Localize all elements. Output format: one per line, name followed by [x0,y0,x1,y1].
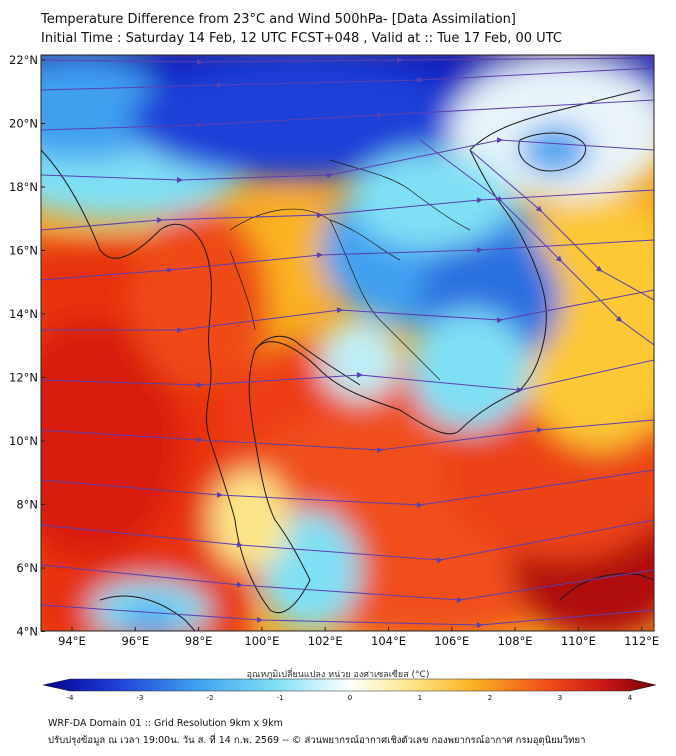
lon-label: 112°E [624,634,659,648]
streamline [41,419,654,454]
colorbar-bar [42,678,657,692]
streamline [469,149,654,301]
lon-label: 108°E [498,634,533,648]
footer-update-info: ปรับปรุงข้อมูล ณ เวลา 19:00น. วัน ส. ที่… [48,735,586,746]
lon-label: 104°E [371,634,406,648]
colorbar-tick-label: -2 [207,694,214,702]
lat-label: 8°N [16,498,38,512]
lon-label: 102°E [308,634,343,648]
streamline [41,519,654,564]
map-title-line2: Initial Time : Saturday 14 Feb, 12 UTC F… [41,31,562,46]
lon-label: 94°E [58,634,86,648]
lat-label: 20°N [9,117,38,131]
wind-streamlines [41,57,654,629]
colorbar-title: อุณหภูมิเปลี่ยนแปลง หน่วย องศาเซลเซียส (… [246,670,430,680]
streamline [41,137,654,183]
lat-label: 6°N [16,561,38,575]
lat-label: 12°N [9,371,38,385]
lat-label: 10°N [9,434,38,448]
colorbar-tick-label: 3 [558,694,562,702]
colorbar-tick-label: -3 [137,694,144,702]
island-coast [518,132,587,172]
colorbar-tick-label: 1 [418,694,422,702]
latitude-axis: 22°N 20°N 18°N 16°N 14°N 12°N 10°N 8°N 6°N 4°N [9,53,45,639]
lat-label: 16°N [9,244,38,258]
colorbar-tick-label: -4 [67,694,75,702]
lat-label: 22°N [9,53,38,67]
colorbar-ticks: -4 -3 -2 -1 0 1 2 3 4 [67,694,633,702]
map-frame [40,54,655,632]
streamline [41,359,654,394]
lat-label: 4°N [16,625,38,639]
streamline [41,469,654,509]
streamline [41,564,654,604]
streamline [41,604,654,629]
colorbar-tick-label: -1 [277,694,284,702]
streamline [41,67,654,91]
lat-label: 14°N [9,307,38,321]
lon-label: 106°E [434,634,469,648]
streamline [41,99,654,131]
colorbar-tick-label: 0 [348,694,352,702]
colorbar: -4 -3 -2 -1 0 1 2 3 4 [42,678,657,702]
temperature-field [41,55,654,631]
footer-model-info: WRF-DA Domain 01 :: Grid Resolution 9km … [48,718,283,729]
streamline [41,57,654,65]
lat-label: 18°N [9,180,38,194]
lon-label: 96°E [121,634,149,648]
longitude-axis: 94°E 96°E 98°E 100°E 102°E 104°E 106°E 108°E 110… [58,627,659,648]
lon-label: 100°E [244,634,279,648]
colorbar-tick-label: 2 [488,694,492,702]
lon-label: 110°E [561,634,596,648]
map-title-line1: Temperature Difference from 23°C and Win… [41,12,516,27]
sumatra-coast [99,595,196,631]
borneo-coast [559,573,654,601]
colorbar-tick-label: 4 [628,694,633,702]
lon-label: 98°E [185,634,213,648]
